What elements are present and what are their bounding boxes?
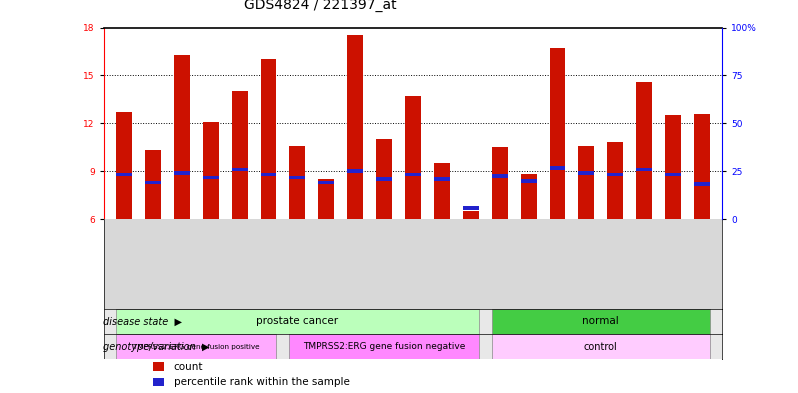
Bar [492,334,710,359]
Text: count: count [174,362,203,372]
Bar [347,169,363,173]
Text: TMPRSS2:ERG gene fusion positive: TMPRSS2:ERG gene fusion positive [133,343,259,349]
Bar [405,173,421,176]
Bar [492,309,710,334]
Bar [203,122,219,219]
Bar [665,173,681,176]
Bar [153,362,164,371]
Text: control: control [584,342,618,352]
Text: TMPRSS2:ERG gene fusion negative: TMPRSS2:ERG gene fusion negative [303,342,465,351]
Bar [636,82,652,219]
Bar [434,177,450,181]
Bar [579,146,595,219]
Bar [153,378,164,386]
Bar [231,168,247,171]
Bar [694,114,710,219]
Bar [174,171,190,174]
Bar [318,181,334,184]
Bar [665,115,681,219]
Bar [376,177,392,181]
Bar [463,206,479,209]
Text: disease state  ▶: disease state ▶ [103,316,182,327]
Bar [116,309,479,334]
Bar [463,211,479,219]
Text: prostate cancer: prostate cancer [256,316,338,327]
Bar [376,139,392,219]
Bar [520,174,536,219]
Bar [145,181,161,184]
Bar [231,91,247,219]
Bar [116,334,276,359]
Bar [116,112,132,219]
Bar [550,48,566,219]
Bar [636,168,652,171]
Bar [116,173,132,176]
Bar [290,334,479,359]
Bar [347,35,363,219]
Bar [520,179,536,182]
Text: genotype/variation  ▶: genotype/variation ▶ [103,342,210,352]
Bar [694,182,710,186]
Bar [405,96,421,219]
Bar [290,146,306,219]
Bar [145,151,161,219]
Text: GDS4824 / 221397_at: GDS4824 / 221397_at [244,0,397,12]
Bar [607,142,623,219]
Bar [318,179,334,219]
Bar [434,163,450,219]
Bar [260,173,276,176]
Bar [290,176,306,179]
Bar [492,147,508,219]
Text: normal: normal [583,316,619,327]
Bar [174,55,190,219]
Bar [492,174,508,178]
Bar [579,171,595,174]
Bar [260,59,276,219]
Bar [550,166,566,170]
Bar [607,173,623,176]
Bar [203,176,219,179]
Text: percentile rank within the sample: percentile rank within the sample [174,377,350,387]
